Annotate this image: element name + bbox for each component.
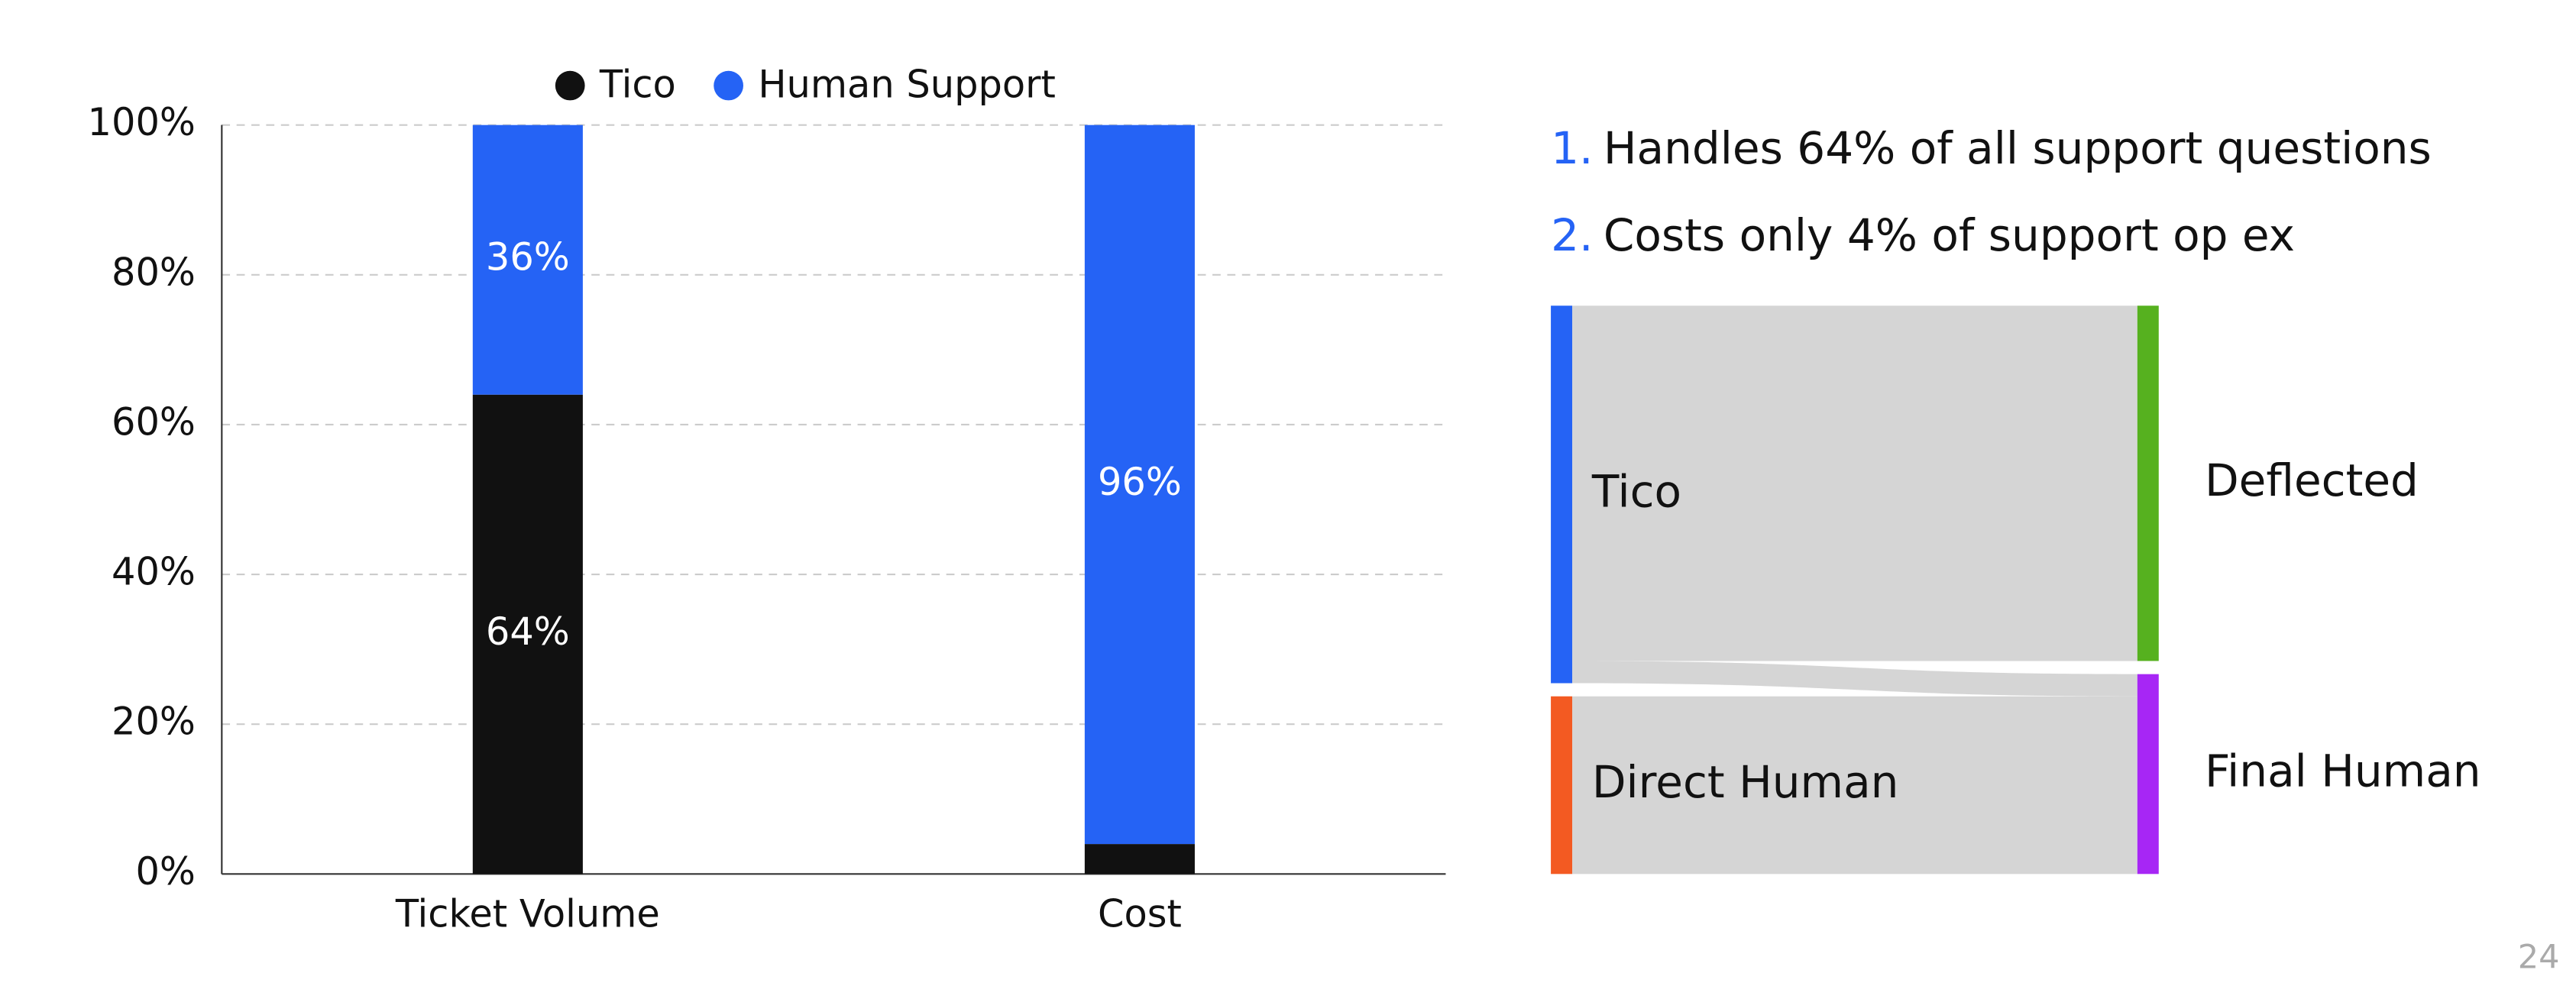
value-label: 36% bbox=[486, 235, 570, 280]
sankey-node bbox=[1551, 306, 1573, 684]
sankey-node-label: Tico bbox=[1591, 465, 1681, 517]
legend-swatch bbox=[555, 70, 585, 101]
sankey-node-label: Final Human bbox=[2205, 745, 2481, 797]
sankey-node-label: Direct Human bbox=[1592, 756, 1899, 808]
sankey-link bbox=[1572, 696, 2137, 875]
sankey-node bbox=[1551, 696, 1573, 875]
y-tick-label: 20% bbox=[112, 700, 196, 744]
sankey-node bbox=[2137, 674, 2159, 875]
y-tick-label: 100% bbox=[88, 100, 196, 144]
list-marker: 2. bbox=[1551, 209, 1593, 261]
legend-label: Human Support bbox=[758, 63, 1056, 107]
page-number: 24 bbox=[2518, 939, 2560, 977]
sankey-node-label: Deflected bbox=[2205, 454, 2419, 506]
list-item: Costs only 4% of support op ex bbox=[1604, 209, 2295, 261]
x-tick-label: Cost bbox=[1098, 892, 1182, 936]
list-marker: 1. bbox=[1551, 122, 1593, 174]
bar-segment bbox=[472, 124, 583, 395]
x-tick-label: Ticket Volume bbox=[395, 892, 660, 936]
value-label: 64% bbox=[486, 609, 570, 654]
sankey-node bbox=[2137, 306, 2159, 661]
value-label: 96% bbox=[1098, 460, 1182, 504]
bar-segment bbox=[1084, 844, 1195, 875]
legend-swatch bbox=[714, 70, 743, 101]
bar-segment bbox=[472, 394, 583, 875]
y-tick-label: 0% bbox=[135, 849, 195, 894]
sankey-link bbox=[1572, 306, 2137, 661]
bar-segment bbox=[1084, 124, 1195, 845]
legend-label: Tico bbox=[599, 63, 676, 107]
sankey-link bbox=[1572, 661, 2137, 697]
list-item: Handles 64% of all support questions bbox=[1604, 122, 2432, 174]
y-tick-label: 60% bbox=[112, 399, 196, 444]
y-tick-label: 80% bbox=[112, 250, 196, 294]
y-tick-label: 40% bbox=[112, 550, 196, 594]
